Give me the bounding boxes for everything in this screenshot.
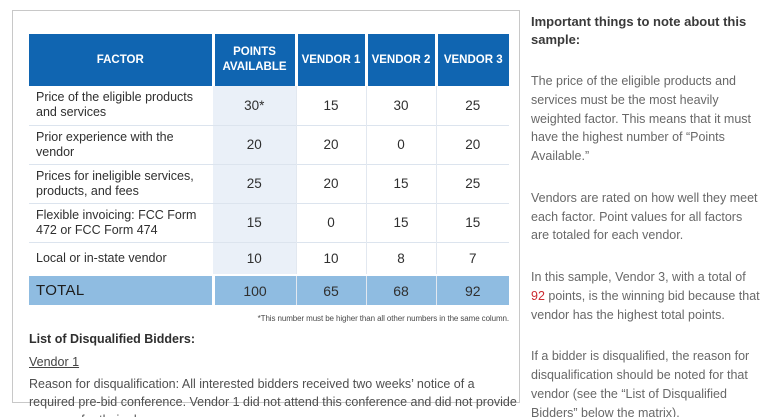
factor-cell: Price of the eligible products and servi… xyxy=(36,90,194,120)
table-row: Price of the eligible products and servi… xyxy=(29,86,509,125)
sidebar-note-weighting: The price of the eligible products and s… xyxy=(531,74,752,164)
total-row: TOTAL 100 65 68 92 xyxy=(29,274,509,305)
vendor2-cell: 30 xyxy=(365,86,436,125)
points-cell: 25 xyxy=(213,163,296,203)
vendor3-cell: 25 xyxy=(435,86,509,125)
bid-evaluation-matrix: FACTOR POINTS AVAILABLE VENDOR 1 VENDOR … xyxy=(29,34,509,305)
sidebar-note-winner: In this sample, Vendor 3, with a total o… xyxy=(531,270,760,322)
sidebar-note-rating: Vendors are rated on how well they meet … xyxy=(531,190,758,243)
vendor3-cell: 7 xyxy=(435,241,509,275)
vendor1-cell: 20 xyxy=(295,163,366,203)
matrix-header: FACTOR POINTS AVAILABLE VENDOR 1 VENDOR … xyxy=(29,34,509,86)
total-vendor3-winner: 92 xyxy=(435,274,509,305)
points-cell: 20 xyxy=(213,124,296,164)
total-vendor1: 65 xyxy=(295,274,366,305)
vendor1-cell: 20 xyxy=(295,124,366,164)
points-cell: 10 xyxy=(213,241,296,275)
table-row: Prior experience with the vendor 20 20 0… xyxy=(29,124,509,164)
header-points: POINTS AVAILABLE xyxy=(211,34,296,86)
vendor3-cell: 20 xyxy=(435,124,509,164)
total-points: 100 xyxy=(211,274,296,305)
vendor2-cell: 0 xyxy=(365,124,436,164)
table-row: Local or in-state vendor 10 10 8 7 xyxy=(29,241,509,275)
header-factor: FACTOR xyxy=(29,34,213,86)
factor-cell: Flexible invoicing: FCC Form 472 or FCC … xyxy=(29,202,213,242)
total-vendor2: 68 xyxy=(365,274,436,305)
factor-cell: Prior experience with the vendor xyxy=(29,124,213,164)
vendor2-cell: 15 xyxy=(365,163,436,203)
vendor3-cell: 15 xyxy=(435,202,509,242)
notes-sidebar: Important things to note about this samp… xyxy=(531,13,761,417)
points-cell: 30* xyxy=(213,86,296,125)
sidebar-title: Important things to note about this samp… xyxy=(531,14,747,47)
table-row: Flexible invoicing: FCC Form 472 or FCC … xyxy=(29,202,509,242)
table-footnote: *This number must be higher than all oth… xyxy=(257,314,509,323)
points-cell: 15 xyxy=(213,202,296,242)
factor-cell: Prices for ineligible services, products… xyxy=(29,163,213,203)
vendor2-cell: 8 xyxy=(365,241,436,275)
vendor2-cell: 15 xyxy=(365,202,436,242)
vendor1-cell: 15 xyxy=(295,86,366,125)
total-label: TOTAL xyxy=(29,274,213,305)
vendor1-cell: 0 xyxy=(295,202,366,242)
header-vendor-3: VENDOR 3 xyxy=(434,34,509,86)
header-vendor-2: VENDOR 2 xyxy=(364,34,436,86)
vendor1-cell: 10 xyxy=(295,241,366,275)
disqualified-vendor-name: Vendor 1 xyxy=(29,355,80,369)
header-vendor-1: VENDOR 1 xyxy=(294,34,366,86)
sample-matrix-panel: FACTOR POINTS AVAILABLE VENDOR 1 VENDOR … xyxy=(12,10,520,417)
vendor3-cell: 25 xyxy=(435,163,509,203)
factor-cell: Local or in-state vendor xyxy=(29,241,213,275)
table-row: Prices for ineligible services, products… xyxy=(29,163,509,203)
disqualification-reason: Reason for disqualification: All interes… xyxy=(29,377,517,417)
disqualified-bidders-heading: List of Disqualified Bidders: xyxy=(29,332,195,346)
sidebar-note-disqualification: If a bidder is disqualified, the reason … xyxy=(531,349,750,417)
winning-total-highlight: 92 xyxy=(531,288,545,303)
